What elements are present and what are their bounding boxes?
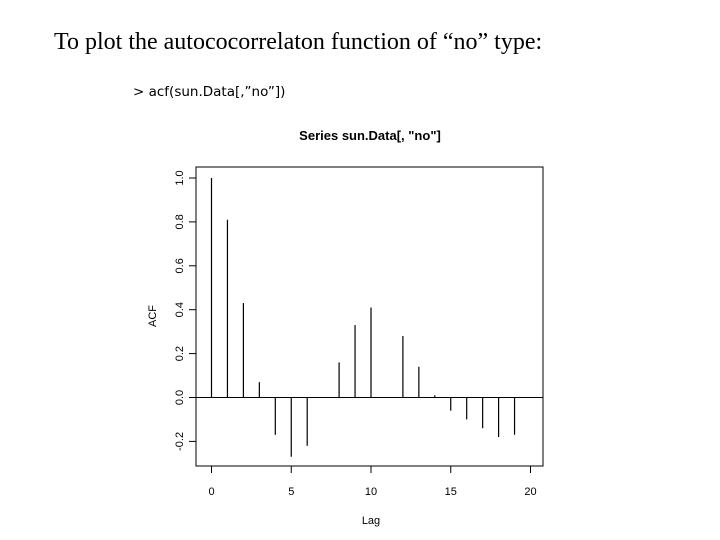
x-tick-label: 5 — [288, 486, 294, 498]
y-tick-label: -0.2 — [174, 432, 186, 451]
y-tick-label: 1.0 — [174, 170, 186, 185]
r-command: > acf(sun.Data[,”no”]) — [133, 84, 286, 100]
x-tick-label: 10 — [365, 486, 377, 498]
y-tick-label: 0.4 — [174, 302, 186, 317]
x-tick-label: 20 — [524, 486, 536, 498]
x-tick-label: 15 — [445, 486, 457, 498]
y-tick-label: 0.0 — [174, 390, 186, 405]
y-tick-label: 0.6 — [174, 258, 186, 273]
y-axis-label: ACF — [147, 305, 159, 327]
plot-frame — [195, 166, 544, 467]
y-tick-label: 0.8 — [174, 214, 186, 229]
y-tick-label: 0.2 — [174, 346, 186, 361]
chart-title: Series sun.Data[, "no"] — [299, 128, 441, 143]
slide-heading: To plot the autococorrelaton function of… — [54, 29, 543, 55]
x-tick-label: 0 — [208, 486, 214, 498]
x-axis-label: Lag — [362, 515, 380, 527]
